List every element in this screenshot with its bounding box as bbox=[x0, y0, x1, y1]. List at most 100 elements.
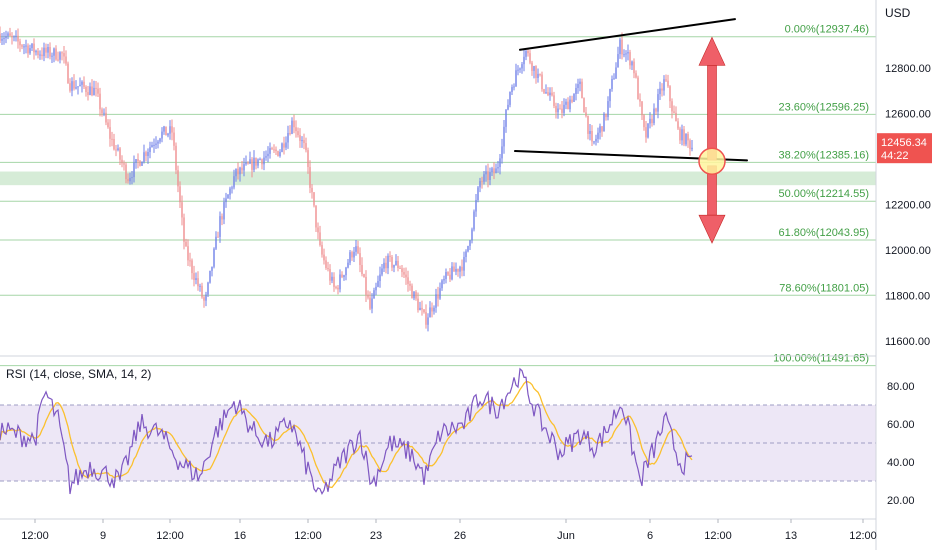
candle-body[interactable] bbox=[559, 108, 561, 110]
candle-body[interactable] bbox=[673, 111, 675, 113]
arrow-down-icon[interactable] bbox=[698, 214, 726, 244]
candle-body[interactable] bbox=[273, 149, 275, 151]
candle-body[interactable] bbox=[233, 176, 235, 188]
candle-body[interactable] bbox=[471, 229, 473, 241]
candle-body[interactable] bbox=[351, 252, 353, 258]
candle-body[interactable] bbox=[423, 309, 425, 313]
candle-body[interactable] bbox=[479, 181, 481, 188]
candle-body[interactable] bbox=[123, 163, 125, 165]
candle-body[interactable] bbox=[523, 56, 525, 65]
candle-body[interactable] bbox=[255, 157, 257, 166]
direction-arrows[interactable] bbox=[698, 36, 726, 244]
candle-body[interactable] bbox=[415, 291, 417, 299]
candle-body[interactable] bbox=[581, 81, 583, 99]
candle-body[interactable] bbox=[279, 151, 281, 156]
candle-body[interactable] bbox=[463, 256, 465, 271]
candle-body[interactable] bbox=[251, 159, 253, 170]
candle-body[interactable] bbox=[119, 148, 121, 160]
candle-body[interactable] bbox=[261, 159, 263, 165]
candle-body[interactable] bbox=[259, 159, 261, 161]
candle-body[interactable] bbox=[525, 51, 527, 57]
candle-body[interactable] bbox=[189, 260, 191, 262]
candle-body[interactable] bbox=[53, 48, 55, 56]
candle-body[interactable] bbox=[49, 47, 51, 57]
candle-body[interactable] bbox=[377, 281, 379, 287]
candle-body[interactable] bbox=[37, 50, 39, 56]
candle-body[interactable] bbox=[31, 43, 33, 49]
candle-body[interactable] bbox=[319, 232, 321, 246]
candle-body[interactable] bbox=[33, 43, 35, 53]
candle-body[interactable] bbox=[589, 131, 591, 134]
candle-body[interactable] bbox=[587, 115, 589, 134]
candle-body[interactable] bbox=[607, 101, 609, 118]
candle-body[interactable] bbox=[629, 52, 631, 66]
candle-body[interactable] bbox=[227, 194, 229, 199]
candle-body[interactable] bbox=[191, 260, 193, 274]
candle-body[interactable] bbox=[335, 286, 337, 288]
candle-body[interactable] bbox=[231, 187, 233, 189]
candle-body[interactable] bbox=[3, 38, 5, 40]
candle-body[interactable] bbox=[549, 92, 551, 96]
candle-body[interactable] bbox=[9, 33, 11, 36]
arrow-up-icon[interactable] bbox=[698, 36, 726, 66]
candle-body[interactable] bbox=[595, 138, 597, 142]
candle-body[interactable] bbox=[77, 86, 79, 88]
candle-body[interactable] bbox=[505, 109, 507, 127]
candle-body[interactable] bbox=[181, 202, 183, 218]
candle-body[interactable] bbox=[515, 70, 517, 87]
candle-body[interactable] bbox=[95, 87, 97, 89]
candle-body[interactable] bbox=[569, 99, 571, 110]
candle-body[interactable] bbox=[243, 164, 245, 171]
candle-body[interactable] bbox=[333, 276, 335, 287]
candle-body[interactable] bbox=[245, 162, 247, 165]
candle-body[interactable] bbox=[357, 246, 359, 254]
candle-body[interactable] bbox=[45, 47, 47, 53]
candle-body[interactable] bbox=[637, 77, 639, 100]
candle-body[interactable] bbox=[445, 272, 447, 279]
candle-body[interactable] bbox=[165, 126, 167, 136]
candle-body[interactable] bbox=[535, 66, 537, 78]
candle-body[interactable] bbox=[81, 81, 83, 85]
candle-body[interactable] bbox=[667, 80, 669, 87]
candle-body[interactable] bbox=[297, 131, 299, 136]
candle-body[interactable] bbox=[195, 278, 197, 280]
candle-body[interactable] bbox=[427, 317, 429, 325]
candle-body[interactable] bbox=[401, 268, 403, 273]
upper-trendline[interactable] bbox=[519, 18, 736, 51]
rsi-line[interactable] bbox=[0, 367, 693, 496]
candle-body[interactable] bbox=[437, 294, 439, 299]
candle-body[interactable] bbox=[207, 282, 209, 295]
candle-body[interactable] bbox=[59, 52, 61, 60]
candle-body[interactable] bbox=[441, 280, 443, 289]
candle-body[interactable] bbox=[519, 68, 521, 70]
candle-body[interactable] bbox=[209, 270, 211, 283]
candle-body[interactable] bbox=[23, 46, 25, 48]
candle-body[interactable] bbox=[461, 266, 463, 271]
candle-body[interactable] bbox=[41, 54, 43, 57]
candle-body[interactable] bbox=[257, 159, 259, 166]
candle-body[interactable] bbox=[539, 73, 541, 75]
candle-body[interactable] bbox=[129, 177, 131, 182]
candle-body[interactable] bbox=[277, 151, 279, 156]
candle-body[interactable] bbox=[175, 145, 177, 171]
candle-body[interactable] bbox=[131, 177, 133, 179]
candle-body[interactable] bbox=[223, 202, 225, 220]
candle-body[interactable] bbox=[553, 95, 555, 106]
candle-body[interactable] bbox=[185, 241, 187, 247]
candle-body[interactable] bbox=[139, 161, 141, 166]
candle-body[interactable] bbox=[397, 260, 399, 268]
candle-body[interactable] bbox=[625, 53, 627, 55]
candle-body[interactable] bbox=[75, 87, 77, 89]
candle-body[interactable] bbox=[543, 89, 545, 93]
candle-body[interactable] bbox=[275, 149, 277, 152]
candle-body[interactable] bbox=[417, 298, 419, 311]
candle-body[interactable] bbox=[169, 126, 171, 134]
candle-body[interactable] bbox=[219, 216, 221, 237]
candle-body[interactable] bbox=[355, 246, 357, 252]
candle-body[interactable] bbox=[91, 86, 93, 96]
candle-body[interactable] bbox=[331, 276, 333, 281]
candle-body[interactable] bbox=[497, 167, 499, 169]
candle-body[interactable] bbox=[631, 61, 633, 66]
candle-body[interactable] bbox=[293, 120, 295, 128]
